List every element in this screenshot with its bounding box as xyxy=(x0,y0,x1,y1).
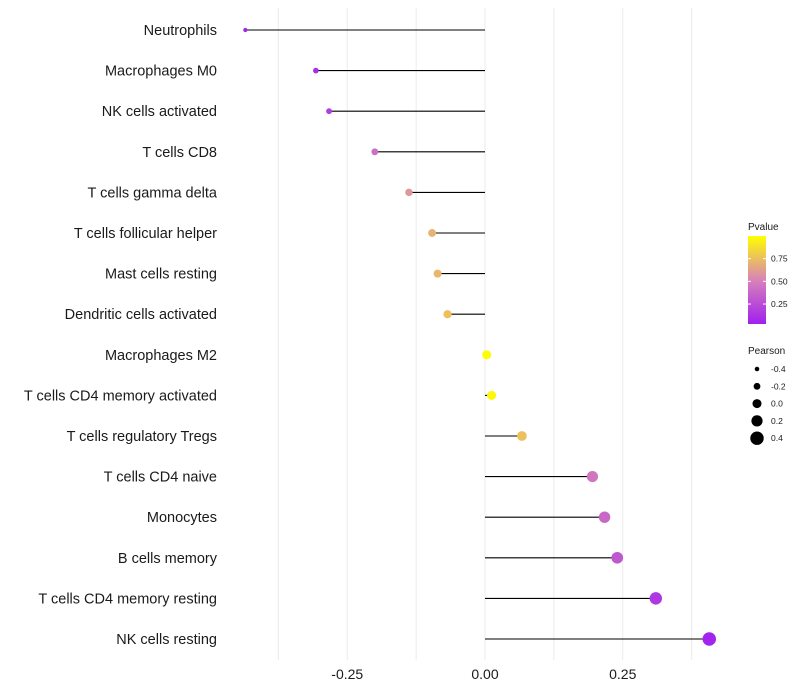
data-point xyxy=(243,27,248,33)
pearson-legend-title: Pearson xyxy=(748,346,785,357)
category-label: B cells memory xyxy=(118,551,218,567)
data-point xyxy=(433,269,442,278)
pearson-legend-label: -0.2 xyxy=(771,381,786,391)
category-label: Macrophages M0 xyxy=(105,64,217,80)
pearson-legend-dot xyxy=(750,431,764,445)
pearson-legend-dot xyxy=(752,399,762,409)
pvalue-colorbar xyxy=(748,236,766,324)
pearson-legend-dot xyxy=(753,382,761,390)
points xyxy=(243,27,717,646)
category-label: T cells CD4 memory activated xyxy=(24,388,217,404)
pearson-legend-label: -0.4 xyxy=(771,364,786,374)
pearson-legend-label: 0.2 xyxy=(771,416,783,426)
data-point xyxy=(482,350,492,360)
category-label: NK cells resting xyxy=(116,632,217,648)
colorbar-tick-label: 0.25 xyxy=(771,299,788,309)
category-label: Neutrophils xyxy=(144,23,217,39)
data-point xyxy=(598,511,611,523)
pearson-legend-dot xyxy=(751,415,763,427)
x-tick-label: -0.25 xyxy=(331,666,363,682)
data-point xyxy=(702,632,717,646)
colorbar-tick-label: 0.50 xyxy=(771,276,788,286)
pearson-legend-items: -0.4 -0.2 0.0 0.2 0.4 xyxy=(750,364,786,445)
data-point xyxy=(371,148,379,156)
pvalue-legend-title: Pvalue xyxy=(748,222,779,233)
pearson-legend-dot xyxy=(754,366,760,372)
category-label: T cells gamma delta xyxy=(88,185,218,201)
grid-lines xyxy=(277,8,693,660)
category-label: Mast cells resting xyxy=(105,267,217,283)
data-point xyxy=(517,431,527,441)
data-point xyxy=(428,229,437,237)
x-tick-label: 0.00 xyxy=(471,666,498,682)
data-point xyxy=(405,188,413,197)
category-label: Monocytes xyxy=(147,510,217,526)
pearson-legend: Pearson -0.4 -0.2 0.0 0.2 0.4 xyxy=(748,346,786,445)
category-label: Dendritic cells activated xyxy=(65,307,217,323)
data-point xyxy=(326,108,332,115)
x-axis-tick-labels: -0.25 0.00 0.25 xyxy=(331,666,636,682)
category-label: T cells CD4 memory resting xyxy=(38,591,217,607)
category-label: T cells regulatory Tregs xyxy=(67,429,217,445)
data-point xyxy=(487,390,497,400)
stems xyxy=(245,29,710,640)
colorbar-tick-label: 0.75 xyxy=(771,254,788,264)
pearson-legend-label: 0.4 xyxy=(771,433,783,443)
data-point xyxy=(611,551,624,564)
category-label: T cells CD8 xyxy=(142,145,217,161)
pvalue-legend-ticks: 0.25 0.50 0.75 xyxy=(748,254,788,309)
x-tick-label: 0.25 xyxy=(609,666,636,682)
data-point xyxy=(443,310,452,319)
data-point xyxy=(586,471,599,483)
category-label: Macrophages M2 xyxy=(105,348,217,364)
pearson-legend-label: 0.0 xyxy=(771,399,783,409)
data-point xyxy=(313,67,319,74)
category-label: T cells CD4 naive xyxy=(104,470,217,486)
category-label: T cells follicular helper xyxy=(74,226,217,242)
category-labels: Neutrophils Macrophages M0 NK cells activa… xyxy=(24,23,218,648)
data-point xyxy=(649,592,663,605)
pvalue-legend: Pvalue 0.25 0.50 0.75 xyxy=(748,222,788,324)
category-label: NK cells activated xyxy=(102,104,217,120)
